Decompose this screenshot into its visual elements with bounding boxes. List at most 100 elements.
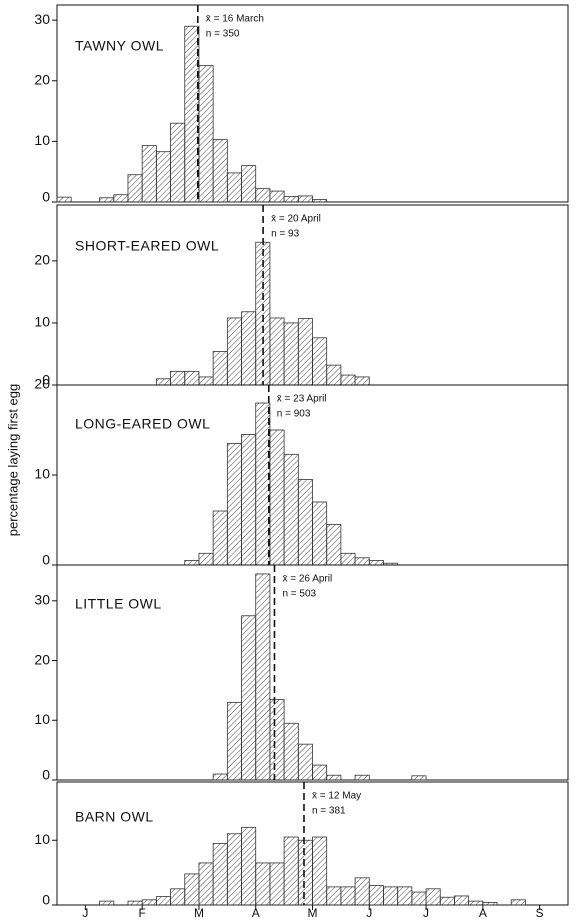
bar [256, 863, 270, 905]
bar [171, 889, 185, 905]
x-tick-label: M [194, 906, 204, 920]
bar [213, 140, 227, 202]
bar [298, 196, 312, 202]
x-tick-label: F [138, 906, 145, 920]
mean-label: x̄ = 12 May [312, 791, 361, 802]
bar [284, 837, 298, 905]
bar [426, 889, 440, 905]
bar [298, 840, 312, 905]
bar [341, 375, 355, 385]
x-tick-label: A [252, 906, 260, 920]
bar [284, 323, 298, 385]
n-label: n = 381 [312, 806, 346, 817]
bar [383, 887, 397, 905]
bar [355, 558, 369, 565]
bar [100, 198, 114, 202]
y-tick-label: 10 [34, 711, 50, 727]
mean-label: x̄ = 26 April [282, 574, 332, 585]
bar [511, 900, 525, 905]
y-tick-label: 20 [34, 376, 50, 392]
y-tick-label: 10 [34, 466, 50, 482]
bar [185, 561, 199, 566]
x-tick-label: S [536, 906, 544, 920]
bar [327, 365, 341, 385]
y-tick-label: 0 [42, 189, 50, 205]
bar [398, 887, 412, 905]
bar [284, 454, 298, 565]
bar [213, 774, 227, 780]
x-tick-label: J [423, 906, 429, 920]
bar [369, 886, 383, 905]
bar [171, 371, 185, 385]
n-label: n = 350 [206, 29, 240, 40]
bar [313, 502, 327, 565]
bar [242, 616, 256, 780]
bar [327, 887, 341, 905]
y-tick-label: 30 [34, 592, 50, 608]
x-tick-label: J [366, 906, 372, 920]
bar [256, 189, 270, 202]
x-tick-label: J [82, 906, 88, 920]
bar [227, 702, 241, 780]
bar [242, 435, 256, 566]
y-tick-label: 10 [34, 314, 50, 330]
bar [284, 723, 298, 780]
bar [298, 319, 312, 385]
bar [284, 197, 298, 202]
bar [142, 146, 156, 202]
y-tick-label: 30 [34, 11, 50, 27]
bar [313, 200, 327, 202]
bar [369, 561, 383, 566]
mean-label: x̄ = 23 April [277, 394, 327, 405]
bar [242, 166, 256, 202]
bar [412, 892, 426, 905]
bar [469, 901, 483, 905]
bar [185, 26, 199, 202]
bar [313, 765, 327, 780]
y-tick-label: 0 [42, 767, 50, 783]
bar [242, 827, 256, 905]
n-label: n = 903 [277, 409, 311, 420]
bar [242, 312, 256, 385]
bar [270, 863, 284, 905]
x-tick-label: M [308, 906, 318, 920]
n-label: n = 503 [282, 589, 316, 600]
mean-label: x̄ = 16 March [206, 14, 264, 25]
panel-title: LITTLE OWL [75, 596, 162, 612]
bar [156, 897, 170, 905]
bar [313, 837, 327, 905]
bar [128, 175, 142, 202]
n-label: n = 93 [271, 229, 300, 240]
bar [454, 896, 468, 905]
bar [199, 66, 213, 202]
bar [227, 444, 241, 566]
bar [199, 863, 213, 905]
bar [114, 195, 128, 202]
bar [213, 844, 227, 906]
panel-title: TAWNY OWL [75, 38, 164, 54]
bar [270, 699, 284, 780]
bar [341, 553, 355, 565]
bar [355, 775, 369, 780]
x-tick-label: A [479, 906, 487, 920]
y-tick-label: 10 [34, 132, 50, 148]
bar [298, 480, 312, 566]
bar [57, 197, 71, 202]
bar [412, 776, 426, 780]
panel-title: SHORT-EARED OWL [75, 238, 219, 254]
bar [355, 878, 369, 905]
panel-title: BARN OWL [75, 809, 154, 825]
bar [270, 318, 284, 385]
bar [185, 371, 199, 385]
bar [313, 338, 327, 385]
bar [227, 173, 241, 202]
bar [171, 123, 185, 202]
bar [199, 377, 213, 385]
bar [270, 430, 284, 565]
bar [327, 525, 341, 566]
y-tick-label: 20 [34, 252, 50, 268]
y-tick-label: 0 [42, 892, 50, 908]
bar [227, 834, 241, 905]
y-tick-label: 10 [34, 831, 50, 847]
bar [355, 377, 369, 385]
